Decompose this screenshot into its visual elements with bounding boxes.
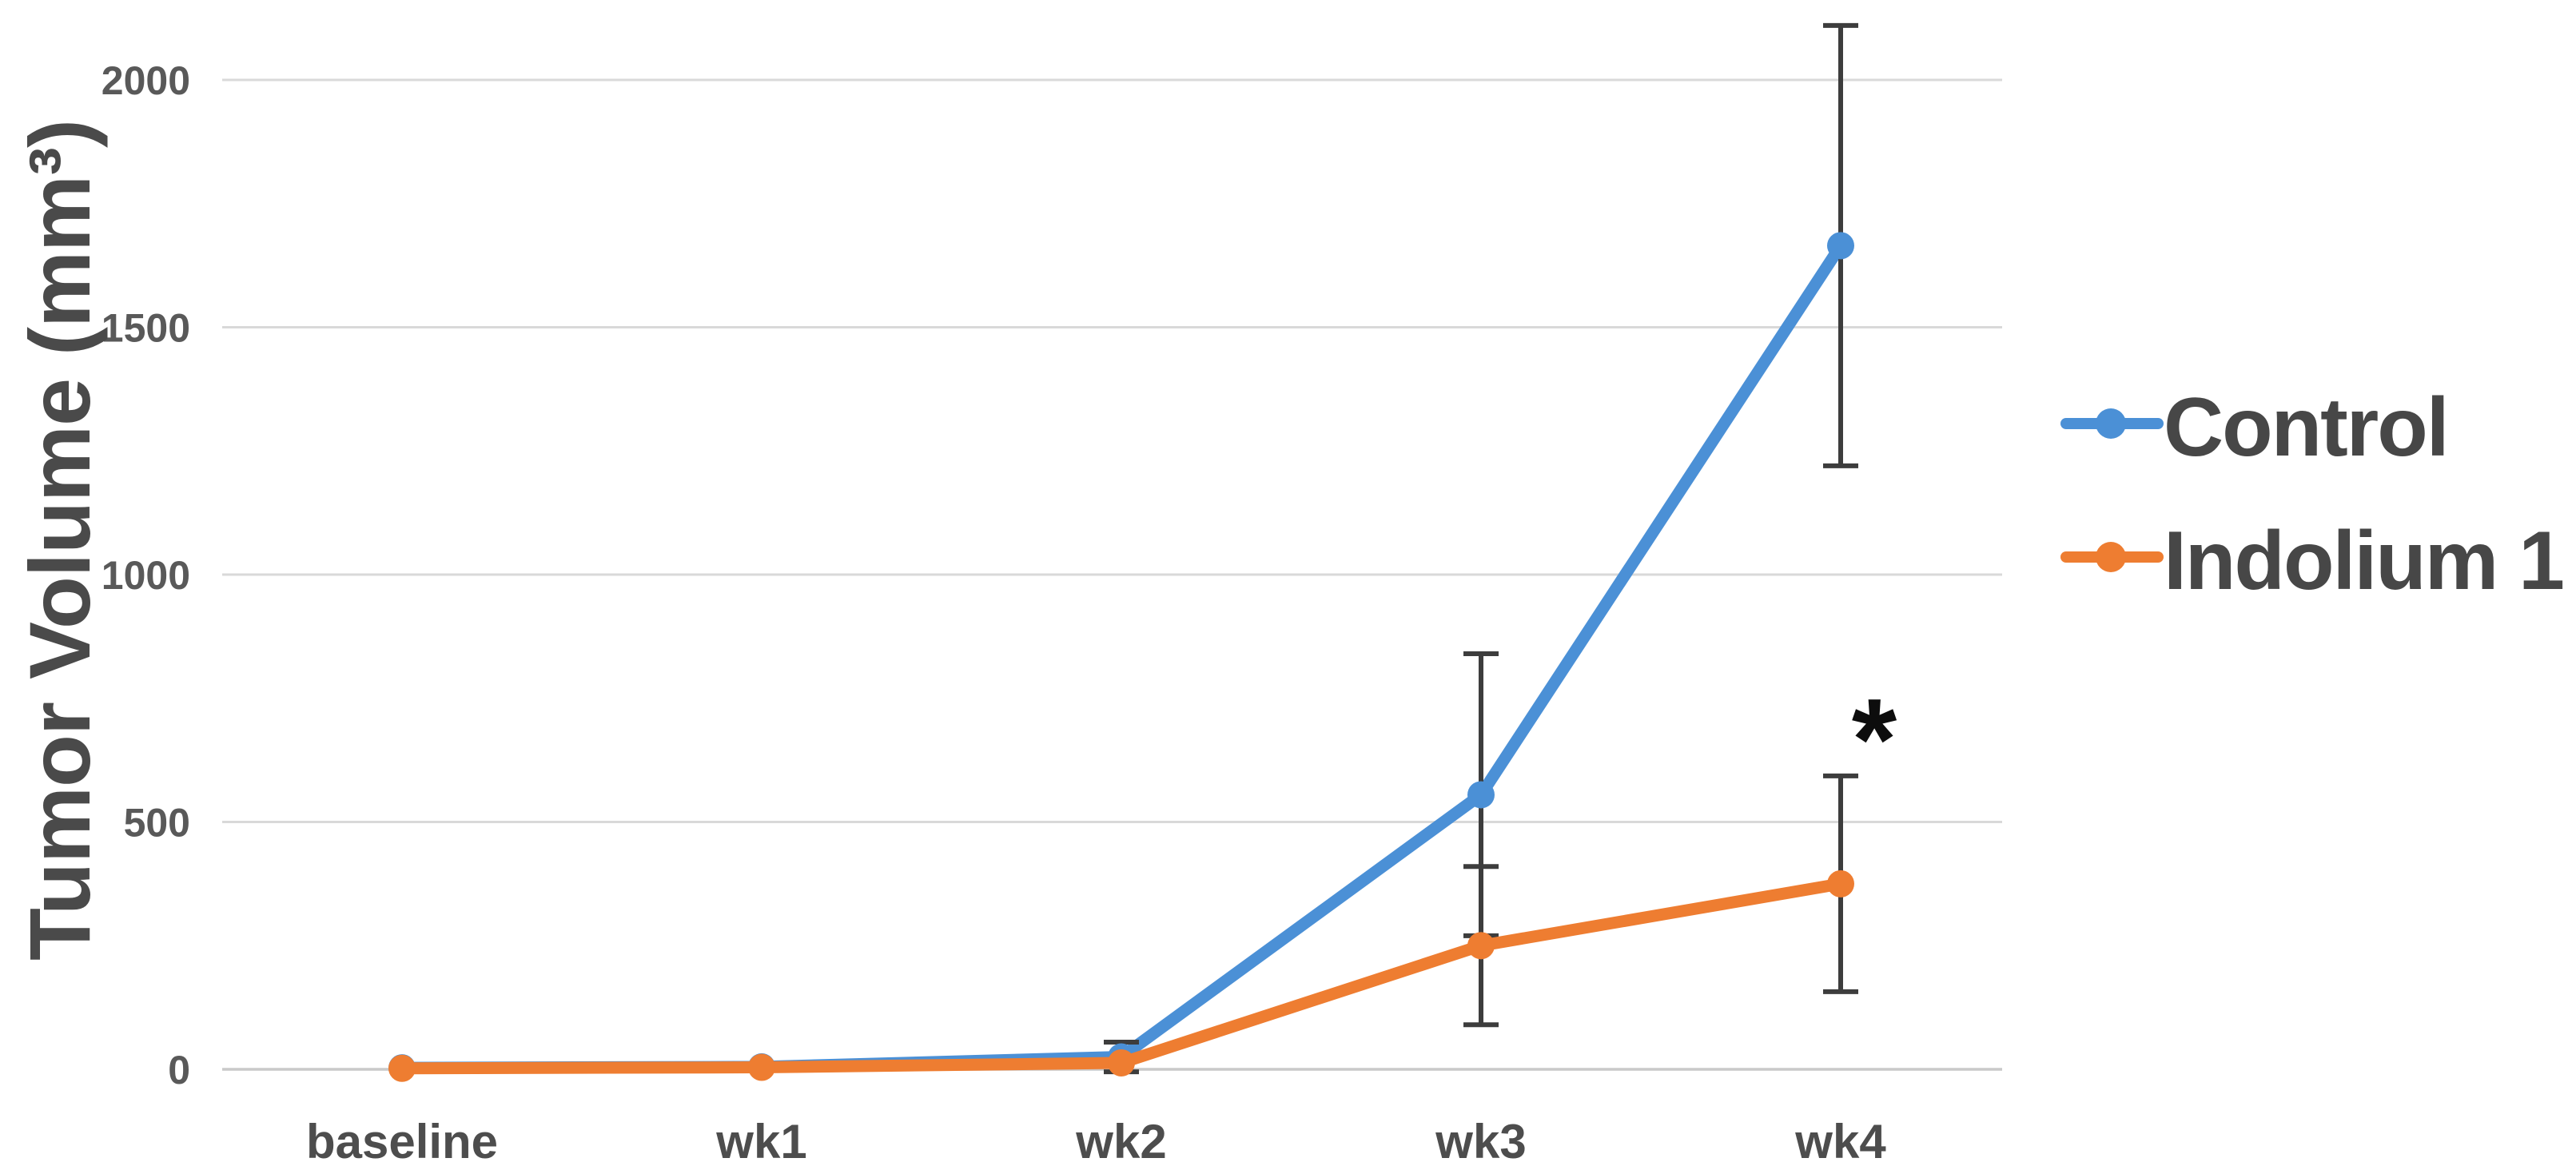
y-axis-title: Tumor Volume (mm³): [11, 120, 108, 961]
x-category-label-wk2: wk2: [1075, 1115, 1166, 1168]
legend-label-indolium-1: Indolium 1: [2164, 515, 2563, 607]
series-line-control: [396, 239, 1847, 1074]
data-point-indolium-1-wk1: [748, 1053, 775, 1081]
y-tick-label-1500: 1500: [102, 306, 190, 351]
data-point-indolium-1-wk3: [1467, 932, 1495, 960]
y-tick-label-0: 0: [168, 1048, 190, 1092]
data-point-indolium-1-wk4: [1827, 870, 1854, 897]
legend-marker-dot-control: [2096, 408, 2126, 439]
y-tick-label-1000: 1000: [102, 553, 190, 598]
legend-entry-control: Control: [2060, 381, 2450, 474]
x-category-label-wk4: wk4: [1794, 1115, 1886, 1168]
x-axis-category-labels: baseline wk1 wk2 wk3 wk4: [306, 1115, 1886, 1168]
data-point-control-wk4: [1827, 232, 1854, 260]
legend-label-control: Control: [2164, 381, 2448, 474]
x-category-label-wk1: wk1: [715, 1115, 806, 1168]
y-tick-label-500: 500: [124, 801, 190, 846]
series-layer: [388, 22, 1858, 1082]
y-tick-label-2000: 2000: [102, 58, 190, 103]
data-point-indolium-1-wk2: [1108, 1049, 1135, 1076]
legend-marker-dot-indolium-1: [2096, 542, 2126, 572]
x-category-label-wk3: wk3: [1435, 1115, 1526, 1168]
y-axis-tick-labels: 0 500 1000 1500 2000: [102, 58, 190, 1092]
legend-entry-indolium-1: Indolium 1: [2060, 515, 2565, 607]
significance-asterisk: *: [1852, 675, 1897, 804]
data-point-indolium-1-baseline: [388, 1054, 416, 1082]
data-point-control-wk3: [1467, 781, 1495, 809]
legend: Control Indolium 1: [2060, 381, 2565, 607]
x-category-label-baseline: baseline: [306, 1115, 498, 1168]
gridlines: [222, 78, 2002, 1071]
